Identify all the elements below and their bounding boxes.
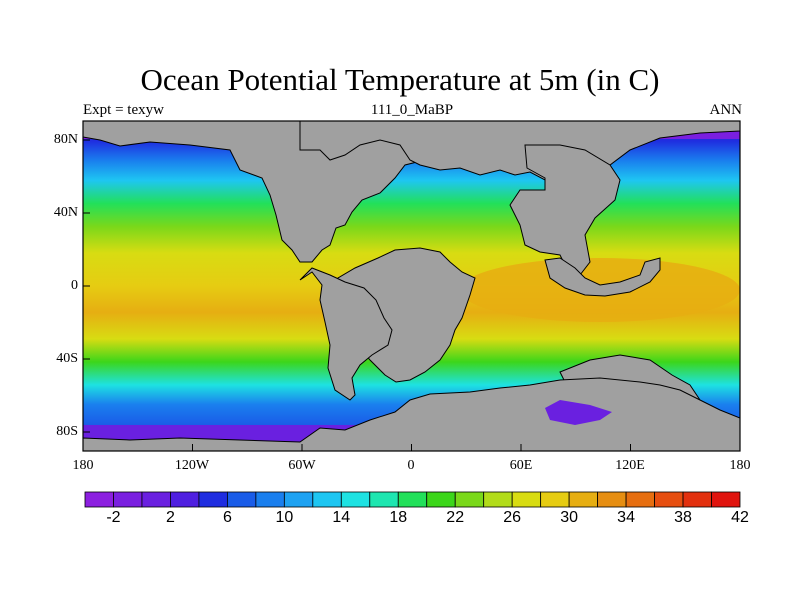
y-tick-label: 0 bbox=[71, 278, 78, 293]
colorbar-swatch bbox=[625, 491, 655, 508]
x-tick-label: 180 bbox=[729, 458, 751, 473]
x-tick-label: 60E bbox=[509, 458, 533, 473]
colorbar-label: -2 bbox=[106, 509, 121, 526]
colorbar-label: 22 bbox=[446, 509, 465, 526]
land-antarctica bbox=[83, 377, 740, 451]
colorbar-label: 18 bbox=[389, 509, 408, 526]
land-eurasia-north bbox=[299, 121, 740, 181]
colorbar-swatch bbox=[597, 491, 627, 508]
land-south-america bbox=[299, 267, 393, 401]
colorbar-swatch bbox=[540, 491, 570, 508]
colorbar-swatch bbox=[283, 491, 314, 508]
experiment-label: Expt = texyw bbox=[83, 102, 164, 118]
x-tick-label: 180 bbox=[72, 458, 94, 473]
colorbar-swatch bbox=[369, 491, 399, 508]
colorbar-label: 42 bbox=[731, 509, 749, 526]
colorbar-swatch bbox=[198, 491, 228, 508]
colorbar-swatch bbox=[397, 491, 428, 508]
colorbar-swatch bbox=[226, 491, 257, 508]
colorbar-swatch bbox=[682, 491, 712, 508]
colorbar-swatch bbox=[141, 491, 171, 508]
colorbar-label: 10 bbox=[275, 509, 294, 526]
colorbar-label: 30 bbox=[560, 509, 579, 526]
x-tick-label: 120W bbox=[174, 458, 210, 473]
colorbar-swatch bbox=[170, 491, 200, 508]
colorbar-swatch bbox=[711, 491, 741, 508]
map-title: Ocean Potential Temperature at 5m (in C) bbox=[140, 62, 660, 97]
colorbar-label: 14 bbox=[332, 509, 351, 526]
y-tick-label: 40S bbox=[56, 351, 78, 366]
colorbar-label: 26 bbox=[503, 509, 522, 526]
colorbar-swatch bbox=[255, 491, 285, 508]
colorbar-swatch bbox=[654, 491, 684, 508]
x-tick-label: 120E bbox=[615, 458, 645, 473]
colorbar-label: 6 bbox=[222, 509, 232, 526]
colorbar-swatch bbox=[426, 491, 456, 508]
y-tick-label: 80S bbox=[56, 424, 78, 439]
colorbar-swatch bbox=[511, 491, 542, 508]
colorbar-swatch bbox=[312, 491, 342, 508]
colorbar-swatch bbox=[113, 491, 143, 508]
colorbar-swatch bbox=[84, 491, 114, 508]
colorbar-swatch bbox=[568, 491, 599, 508]
time-label: 111_0_MaBP bbox=[370, 102, 454, 118]
colorbar-label: 38 bbox=[674, 509, 692, 526]
colorbar-swatch bbox=[340, 491, 371, 508]
colorbar-swatch bbox=[483, 491, 513, 508]
colorbar-label: 34 bbox=[617, 509, 635, 526]
y-tick-label: 80N bbox=[53, 132, 78, 147]
season-label: ANN bbox=[709, 102, 743, 118]
southern-cold-patch bbox=[545, 400, 612, 425]
land-south-asia bbox=[544, 257, 661, 297]
x-tick-label: 60W bbox=[288, 458, 316, 473]
y-tick-label: 40N bbox=[53, 205, 78, 220]
x-tick-label: 0 bbox=[407, 458, 415, 473]
colorbar-label: 2 bbox=[165, 509, 175, 526]
colorbar-swatch bbox=[454, 491, 485, 508]
